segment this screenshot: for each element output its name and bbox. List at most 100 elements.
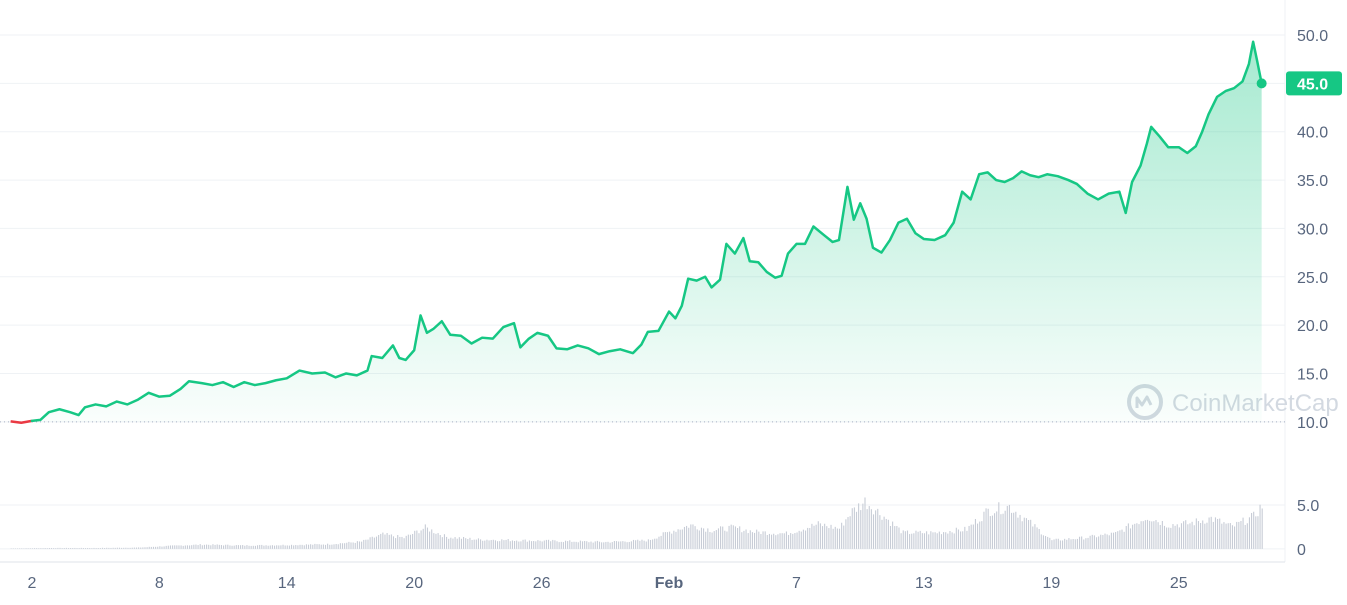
volume-bar	[198, 545, 199, 549]
volume-bar	[234, 546, 235, 549]
volume-bar	[527, 542, 528, 549]
volume-bar	[395, 538, 396, 549]
volume-bar	[1151, 521, 1152, 548]
volume-bar	[433, 533, 434, 549]
volume-tick-label: 5.0	[1297, 498, 1319, 515]
volume-bar	[461, 539, 462, 549]
volume-bar	[1215, 517, 1216, 548]
volume-bar	[563, 542, 564, 549]
volume-bar	[1217, 519, 1218, 549]
volume-bar	[144, 547, 145, 549]
volume-bar	[482, 541, 483, 549]
volume-bar	[153, 547, 154, 549]
volume-bar	[442, 537, 443, 549]
volume-bar	[792, 534, 793, 549]
volume-bar	[561, 542, 562, 549]
volume-axis: 05.0	[1297, 498, 1319, 559]
volume-bar	[299, 545, 300, 549]
volume-bar	[860, 510, 861, 549]
volume-bar	[971, 525, 972, 549]
price-line-down	[11, 421, 32, 423]
volume-bar	[1066, 540, 1067, 549]
volume-bar	[157, 547, 158, 549]
volume-bar	[614, 541, 615, 549]
volume-bar	[531, 541, 532, 549]
volume-bar	[1196, 518, 1197, 548]
volume-bar	[1185, 520, 1186, 549]
volume-bar	[622, 541, 623, 549]
volume-bar	[406, 536, 407, 549]
volume-bar	[773, 534, 774, 549]
volume-bar	[210, 545, 211, 549]
volume-bar	[582, 541, 583, 549]
volume-bar	[1024, 518, 1025, 549]
volume-bar	[98, 548, 99, 549]
volume-bar	[903, 530, 904, 548]
volume-bar	[605, 542, 606, 549]
volume-bar	[1168, 528, 1169, 549]
volume-bar	[678, 529, 679, 549]
volume-bar	[656, 539, 657, 549]
volume-bar	[1236, 522, 1237, 549]
volume-bar	[412, 534, 413, 549]
volume-bar	[353, 542, 354, 548]
time-tick-label: 13	[915, 575, 933, 592]
volume-bar	[329, 545, 330, 549]
volume-bar	[215, 545, 216, 549]
volume-bar	[833, 529, 834, 549]
volume-bar	[1022, 521, 1023, 549]
volume-bar	[431, 529, 432, 548]
volume-bar	[374, 538, 375, 549]
time-tick-label: 26	[533, 575, 551, 592]
volume-bar	[813, 526, 814, 549]
volume-bar	[695, 526, 696, 549]
volume-bar	[550, 541, 551, 549]
volume-bar	[898, 528, 899, 549]
volume-bar	[314, 544, 315, 549]
volume-bar	[1011, 513, 1012, 549]
volume-bar	[1045, 536, 1046, 549]
volume-bar	[937, 533, 938, 549]
volume-bar	[516, 541, 517, 549]
volume-bar	[523, 540, 524, 549]
volume-bar	[811, 524, 812, 549]
volume-bar	[469, 538, 470, 549]
volume-bar	[1005, 511, 1006, 549]
volume-bar	[684, 527, 685, 549]
volume-bar	[852, 508, 853, 549]
volume-bar	[191, 545, 192, 549]
volume-bar	[1062, 540, 1063, 548]
volume-bar	[584, 541, 585, 549]
volume-bar	[763, 531, 764, 548]
volume-bar	[221, 545, 222, 549]
volume-bar	[491, 540, 492, 549]
volume-bar	[705, 532, 706, 549]
volume-bar	[57, 548, 58, 549]
volume-bar	[140, 548, 141, 549]
volume-bar	[724, 531, 725, 549]
volume-bar	[752, 532, 753, 549]
volume-bar	[512, 540, 513, 548]
volume-bar	[102, 548, 103, 549]
volume-bar	[820, 523, 821, 549]
volume-bar	[421, 530, 422, 548]
volume-bar	[1206, 523, 1207, 549]
volume-bar	[988, 509, 989, 549]
volume-bar	[743, 531, 744, 549]
volume-bar	[945, 532, 946, 549]
volume-bar	[327, 544, 328, 549]
volume-bar	[348, 542, 349, 549]
time-tick-label: 25	[1170, 575, 1188, 592]
volume-bar	[1130, 528, 1131, 548]
volume-bar	[130, 548, 131, 549]
volume-bar	[775, 535, 776, 549]
volume-bar	[1243, 518, 1244, 549]
volume-bar	[1143, 521, 1144, 549]
volume-bar	[174, 545, 175, 549]
volume-bar	[1138, 524, 1139, 549]
volume-bar	[858, 503, 859, 548]
volume-bar	[467, 539, 468, 549]
volume-bar	[969, 526, 970, 549]
volume-bar	[828, 528, 829, 549]
volume-bar	[455, 537, 456, 549]
